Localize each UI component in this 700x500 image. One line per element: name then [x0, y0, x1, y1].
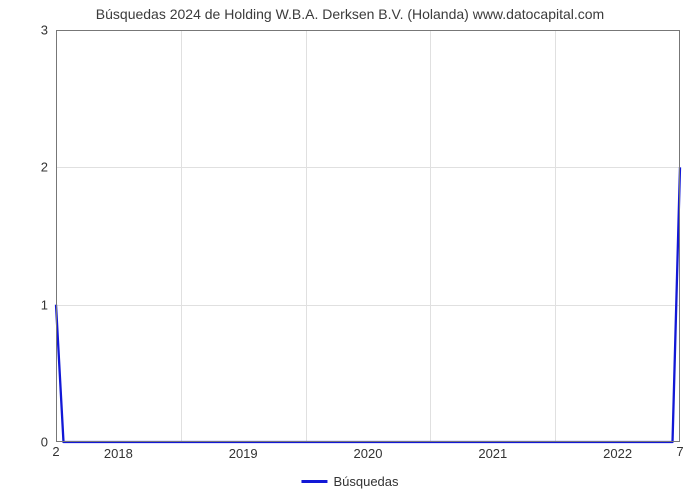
legend-label: Búsquedas: [333, 474, 398, 489]
x-tick-label: 2019: [229, 442, 258, 461]
chart-title: Búsquedas 2024 de Holding W.B.A. Derksen…: [0, 6, 700, 22]
y-tick-label: 3: [41, 23, 56, 38]
legend-swatch: [301, 480, 327, 483]
x-tick-label: 2020: [354, 442, 383, 461]
x-tick-label: 2018: [104, 442, 133, 461]
y-tick-label: 1: [41, 297, 56, 312]
line-chart: Búsquedas 2024 de Holding W.B.A. Derksen…: [0, 0, 700, 500]
x-tick-label: 2021: [478, 442, 507, 461]
series-line: [56, 167, 680, 442]
legend: Búsquedas: [301, 474, 398, 489]
x-axis-max-label: 7: [676, 444, 683, 459]
x-tick-label: 2022: [603, 442, 632, 461]
plot-area: 0123 20182019202020212022 2 7: [56, 30, 680, 442]
y-tick-label: 2: [41, 160, 56, 175]
series-layer: [56, 30, 680, 442]
x-axis-min-label: 2: [52, 444, 59, 459]
